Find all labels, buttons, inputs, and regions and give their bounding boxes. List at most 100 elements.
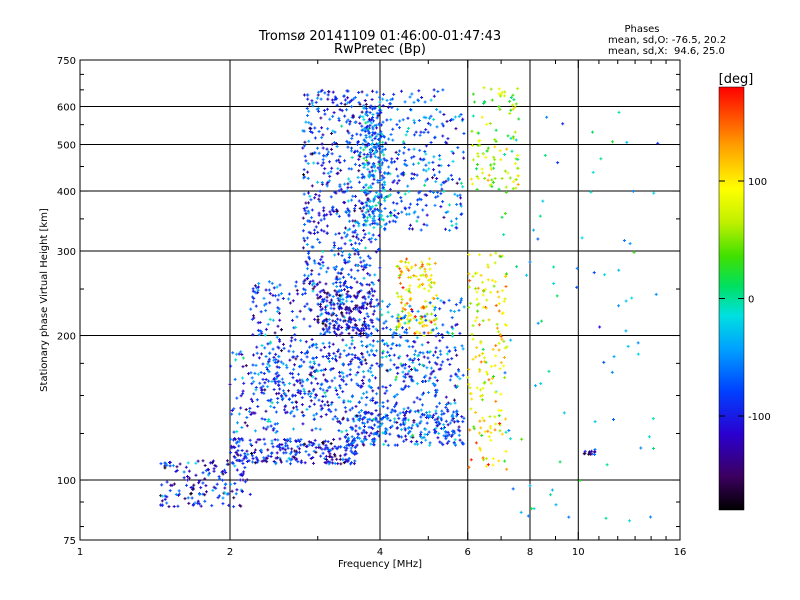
scatter-point (184, 465, 188, 469)
scatter-point (302, 173, 306, 177)
scatter-point (503, 297, 507, 301)
scatter-point (361, 115, 365, 119)
scatter-point (312, 161, 316, 165)
scatter-point (381, 351, 385, 355)
scatter-point (380, 163, 384, 167)
scatter-point (328, 179, 332, 183)
scatter-point (432, 155, 436, 159)
scatter-point (327, 353, 331, 357)
scatter-point (494, 128, 498, 132)
scatter-point (259, 330, 263, 334)
scatter-point (257, 281, 261, 285)
scatter-point (380, 299, 384, 303)
scatter-point (332, 438, 336, 442)
scatter-point (293, 363, 297, 367)
scatter-point (288, 440, 292, 444)
scatter-point (492, 162, 496, 166)
scatter-point (492, 284, 496, 288)
scatter-point (422, 324, 426, 328)
scatter-point (421, 282, 425, 286)
scatter-point (293, 394, 297, 398)
scatter-point (322, 332, 326, 336)
scatter-point (611, 140, 615, 144)
scatter-point (367, 161, 371, 165)
scatter-point (308, 130, 312, 134)
scatter-point (327, 312, 331, 316)
scatter-point (402, 407, 406, 411)
scatter-point (605, 463, 609, 467)
scatter-point (370, 205, 374, 209)
scatter-point (353, 277, 357, 281)
scatter-point (433, 173, 437, 177)
scatter-point (323, 403, 327, 407)
scatter-point (425, 312, 429, 316)
scatter-point (346, 399, 350, 403)
scatter-point (374, 191, 378, 195)
scatter-point (317, 398, 321, 402)
scatter-point (479, 388, 483, 392)
scatter-point (272, 355, 276, 359)
scatter-point (471, 324, 475, 328)
scatter-point (343, 282, 347, 286)
scatter-point (295, 457, 299, 461)
scatter-point (478, 139, 482, 143)
scatter-point (408, 284, 412, 288)
scatter-point (337, 118, 341, 122)
scatter-point (378, 147, 382, 151)
scatter-point (404, 260, 408, 264)
scatter-point (424, 427, 428, 431)
scatter-point (230, 409, 234, 413)
scatter-point (402, 151, 406, 155)
scatter-point (304, 340, 308, 344)
scatter-point (407, 261, 411, 265)
scatter-point (526, 514, 530, 518)
scatter-point (294, 440, 298, 444)
scatter-point (490, 98, 494, 102)
scatter-point (378, 266, 382, 270)
scatter-point (403, 145, 407, 149)
scatter-point (442, 113, 446, 117)
scatter-point (401, 286, 405, 290)
scatter-point (230, 412, 234, 416)
scatter-point (374, 237, 378, 241)
scatter-point (376, 144, 380, 148)
scatter-point (398, 119, 402, 123)
scatter-point (469, 301, 473, 305)
scatter-point (223, 486, 227, 490)
scatter-point (392, 363, 396, 367)
scatter-point (493, 145, 497, 149)
scatter-point (415, 318, 419, 322)
scatter-point (435, 326, 439, 330)
scatter-point (373, 137, 377, 141)
scatter-point (240, 474, 244, 478)
scatter-point (395, 167, 399, 171)
scatter-point (481, 416, 485, 420)
scatter-point (431, 328, 435, 332)
scatter-point (434, 421, 438, 425)
scatter-point (329, 298, 333, 302)
scatter-point (375, 222, 379, 226)
scatter-point (624, 299, 628, 303)
scatter-point (427, 116, 431, 120)
scatter-point (272, 377, 276, 381)
scatter-point (396, 313, 400, 317)
scatter-point (410, 309, 414, 313)
scatter-point (426, 331, 430, 335)
scatter-point (407, 345, 411, 349)
scatter-point (503, 417, 507, 421)
scatter-point (390, 157, 394, 161)
scatter-point (381, 120, 385, 124)
scatter-point (498, 149, 502, 153)
scatter-point (329, 170, 333, 174)
scatter-point (268, 317, 272, 321)
scatter-points (159, 86, 660, 523)
scatter-point (395, 343, 399, 347)
scatter-point (384, 439, 388, 443)
scatter-point (364, 361, 368, 365)
scatter-point (383, 158, 387, 162)
scatter-point (398, 126, 401, 130)
scatter-point (432, 94, 436, 98)
scatter-point (360, 340, 364, 344)
scatter-point (360, 90, 364, 94)
scatter-point (348, 239, 352, 243)
